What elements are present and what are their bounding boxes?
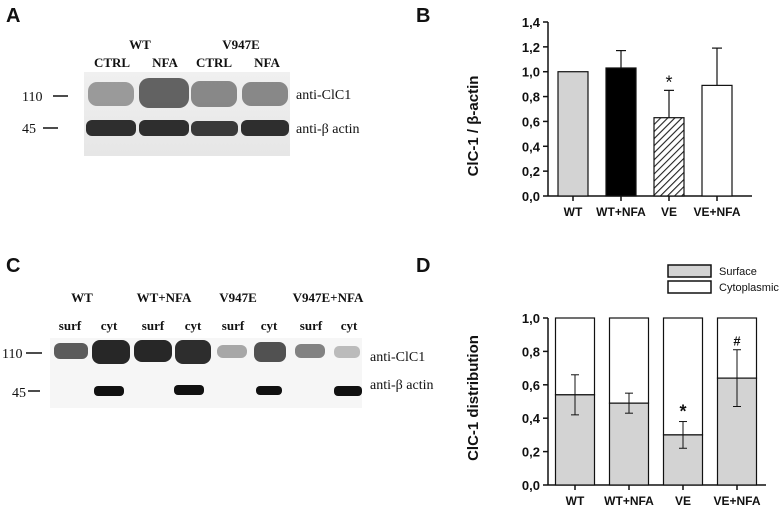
marker-110: 110 (2, 347, 22, 362)
chart-d-legend: Surface Cytoplasmic (667, 264, 779, 294)
blot-band (242, 82, 288, 106)
panel-d: D ClC-1 distribution Surface Cytoplasmic… (416, 255, 779, 508)
blot-band (175, 340, 211, 364)
lane-label: cyt (185, 318, 202, 333)
blot-band (94, 386, 124, 396)
bar (605, 67, 637, 197)
y-tick-label: 0,6 (522, 378, 540, 393)
blot-band (191, 81, 237, 107)
blot-band (217, 345, 247, 358)
bar-cytoplasmic (608, 317, 650, 404)
y-tick-label: 0,0 (522, 189, 540, 204)
lane-label: cyt (101, 318, 118, 333)
blot-band (334, 346, 360, 358)
blot-band (295, 344, 325, 358)
panel-b: B ClC-1 / β-actin 0,0 0,2 0,4 0,6 0,8 1,0 1,2 1… (416, 5, 752, 219)
y-tick-label: 1,0 (522, 65, 540, 80)
y-tick-label: 1,0 (522, 311, 540, 326)
blot-band (254, 342, 286, 362)
y-tick-label: 0,4 (522, 411, 541, 426)
legend-swatch-cytoplasmic (667, 280, 712, 294)
x-tick-label: VE+NFA (713, 494, 760, 508)
blot-band (139, 78, 189, 108)
blot-label-actin: anti-β actin (370, 378, 434, 393)
lane-label: NFA (254, 55, 280, 70)
x-tick-label: WT (566, 494, 585, 508)
blot-band (92, 340, 130, 364)
blot-band (134, 340, 172, 362)
marker-45: 45 (22, 122, 36, 137)
group-label-wt: WT (71, 290, 93, 305)
x-tick-label: WT+NFA (596, 205, 646, 219)
significance-marker: * (665, 72, 672, 92)
lane-label: surf (59, 318, 82, 333)
blot-band (88, 82, 134, 106)
legend-swatch-surface (667, 264, 712, 278)
significance-marker: * (679, 402, 686, 422)
group-label-wt: WT (129, 37, 151, 52)
bar-surface (608, 402, 650, 486)
chart-b-ylabel: ClC-1 / β-actin (465, 76, 482, 177)
y-tick-label: 0,0 (522, 478, 540, 493)
lane-label: cyt (341, 318, 358, 333)
blot-band (334, 386, 362, 396)
x-tick-label: VE+NFA (693, 205, 740, 219)
lane-label: surf (300, 318, 323, 333)
panel-c-letter: C (6, 255, 20, 277)
bar (557, 71, 589, 197)
y-tick-label: 0,4 (522, 139, 541, 154)
y-tick-label: 0,8 (522, 90, 540, 105)
bar-cytoplasmic (662, 317, 704, 436)
blot-band (174, 385, 204, 395)
blot-band (54, 343, 88, 359)
y-tick-label: 0,8 (522, 344, 540, 359)
x-tick-label: VE (661, 205, 677, 219)
blot-band (191, 121, 238, 136)
panel-d-letter: D (416, 255, 430, 277)
bar (653, 117, 685, 197)
marker-45: 45 (12, 386, 26, 401)
lane-label: CTRL (94, 55, 130, 70)
blot-label-actin: anti-β actin (296, 122, 360, 137)
blot-band (86, 120, 136, 136)
group-label-v947e-nfa: V947E+NFA (293, 290, 364, 305)
lane-label: CTRL (196, 55, 232, 70)
panel-a: A WT V947E CTRL NFA CTRL NFA 110 45 anti… (6, 5, 360, 156)
legend-label-cytoplasmic: Cytoplasmic (719, 282, 779, 294)
x-tick-label: VE (675, 494, 691, 508)
x-tick-label: WT (564, 205, 583, 219)
chart-d: 0,0 0,2 0,4 0,6 0,8 1,0 WT WT+NFA VE VE+NFA * # (522, 311, 766, 508)
blot-label-clc1: anti-ClC1 (370, 350, 425, 365)
panel-a-letter: A (6, 5, 20, 27)
lane-label: surf (222, 318, 245, 333)
chart-b: 0,0 0,2 0,4 0,6 0,8 1,0 1,2 1,4 WT WT+NFA VE VE+NFA… (522, 15, 752, 219)
group-label-v947e: V947E (222, 37, 260, 52)
panel-b-letter: B (416, 5, 430, 27)
legend-label-surface: Surface (719, 266, 757, 278)
y-tick-label: 0,2 (522, 445, 540, 460)
blot-label-clc1: anti-ClC1 (296, 88, 351, 103)
marker-110: 110 (22, 90, 42, 105)
bar (701, 84, 733, 197)
y-tick-label: 0,6 (522, 114, 540, 129)
blot-band (241, 120, 289, 136)
panel-c: C WT WT+NFA V947E V947E+NFA surf cyt sur… (2, 255, 434, 408)
group-label-v947e: V947E (219, 290, 257, 305)
x-tick-label: WT+NFA (604, 494, 654, 508)
chart-d-ylabel: ClC-1 distribution (465, 335, 482, 461)
lane-label: NFA (152, 55, 178, 70)
lane-label: surf (142, 318, 165, 333)
blot-band (256, 386, 282, 395)
y-tick-label: 0,2 (522, 164, 540, 179)
group-label-wt-nfa: WT+NFA (137, 290, 192, 305)
y-tick-label: 1,4 (522, 15, 541, 30)
blot-band (139, 120, 189, 136)
y-tick-label: 1,2 (522, 40, 540, 55)
significance-marker: # (733, 334, 741, 349)
lane-label: cyt (261, 318, 278, 333)
